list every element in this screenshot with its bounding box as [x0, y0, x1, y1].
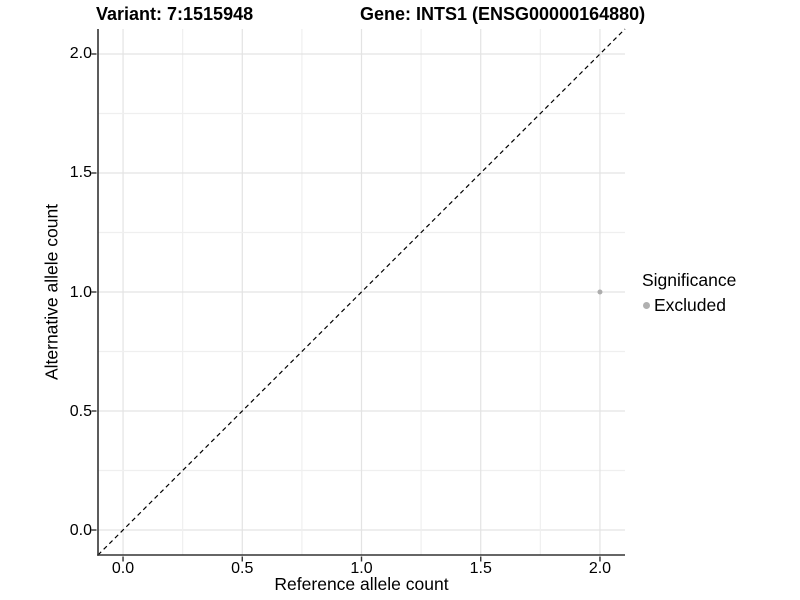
y-tick-label: 1.5: [69, 164, 92, 182]
y-tick-label: 2.0: [69, 45, 92, 63]
x-tick-label: 2.0: [588, 560, 612, 577]
legend-title: Significance: [642, 270, 737, 290]
x-tick-label: 0.5: [231, 560, 254, 577]
identity-dashed-line: [97, 28, 626, 556]
data-point: [597, 289, 603, 295]
legend-item-excluded: Excluded: [643, 295, 736, 316]
x-tick-label: 1.0: [350, 560, 373, 577]
x-tick-label: 0.0: [111, 560, 135, 577]
x-tick-label: 1.5: [469, 560, 492, 577]
y-axis-title: Alternative allele count: [41, 203, 62, 381]
legend: Significance Excluded: [642, 270, 736, 316]
y-tick-label: 0.5: [69, 402, 92, 420]
plot-title-gene: Gene: INTS1 (ENSG00000164880): [360, 4, 646, 24]
plot-title-variant: Variant: 7:1515948: [96, 4, 254, 24]
y-tick-label: 0.0: [69, 521, 92, 539]
legend-item-label: Excluded: [654, 295, 726, 315]
legend-point-swatch-icon: [643, 302, 650, 309]
x-axis-title: Reference allele count: [274, 574, 449, 594]
y-tick-label: 1.0: [69, 283, 92, 301]
